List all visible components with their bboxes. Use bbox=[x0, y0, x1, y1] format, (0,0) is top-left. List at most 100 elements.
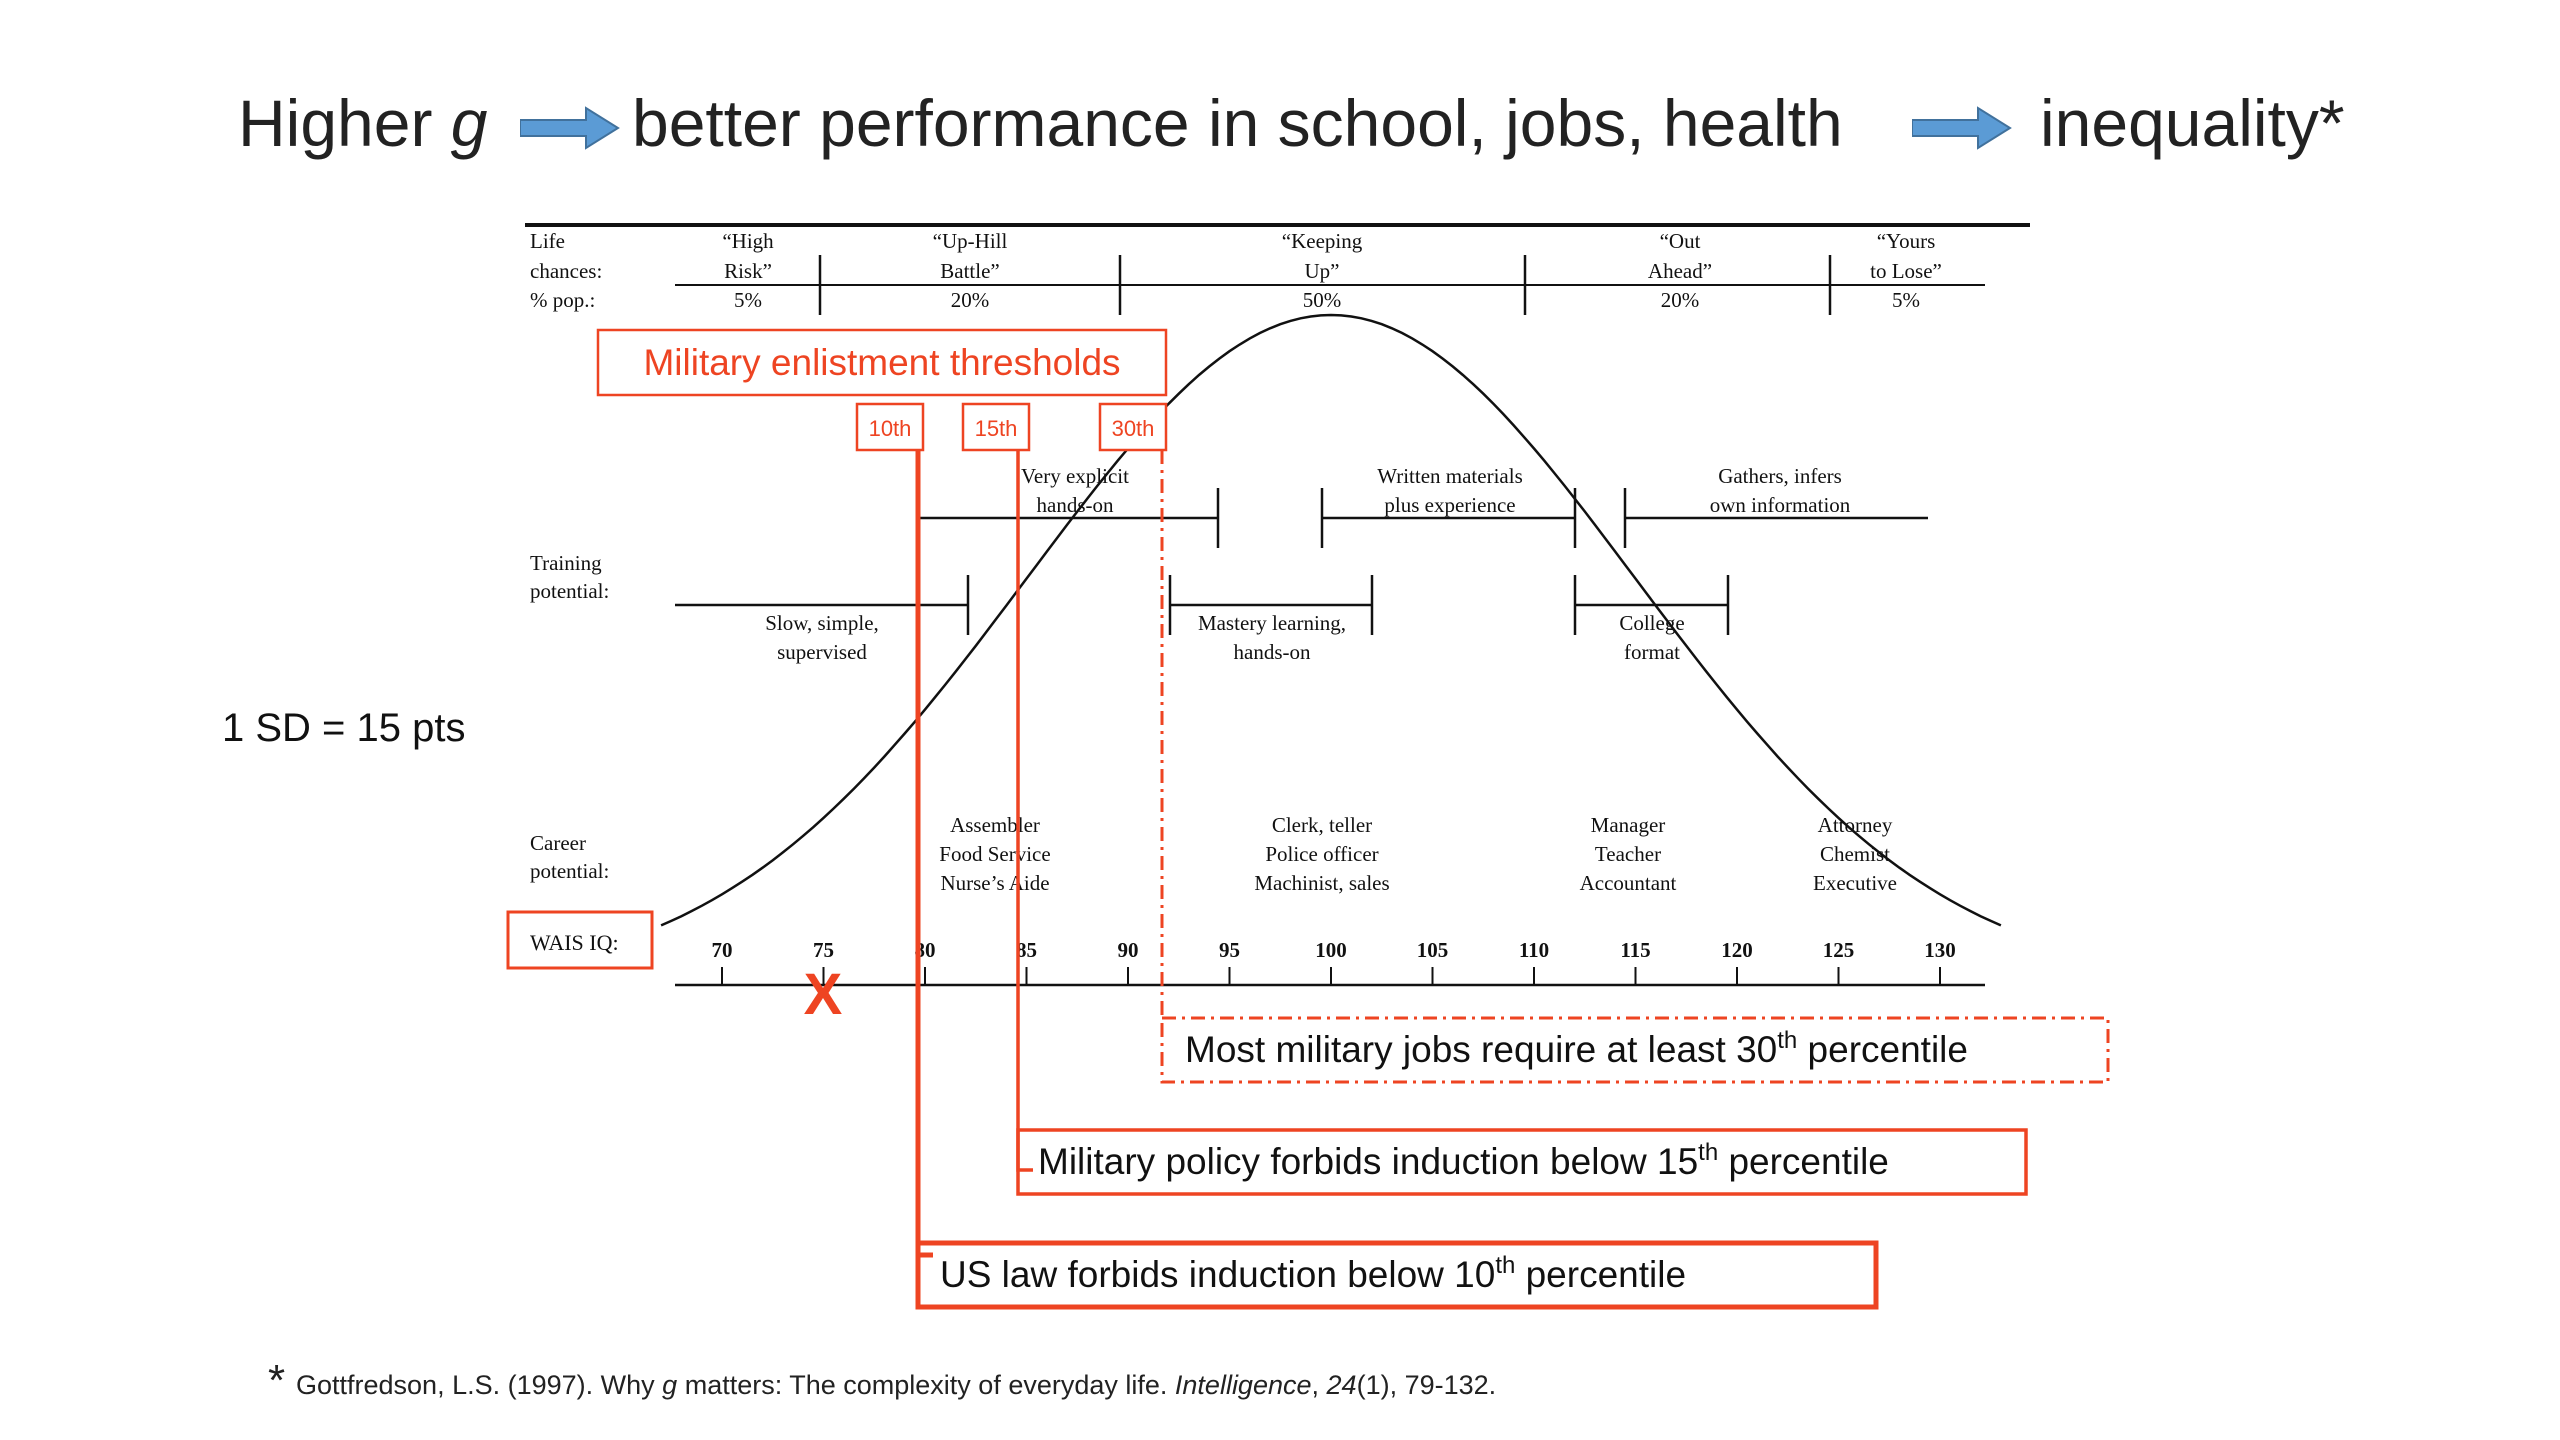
svg-text:own information: own information bbox=[1710, 493, 1851, 517]
iq-ticks: 70 75 80 85 90 95 100 105 110 115 120 125 130 bbox=[712, 938, 1956, 985]
svg-text:to Lose”: to Lose” bbox=[1870, 259, 1942, 283]
p15-tag bbox=[961, 402, 1031, 452]
svg-text:20%: 20% bbox=[1661, 288, 1700, 312]
iq-tick-label: 120 bbox=[1721, 938, 1753, 962]
svg-text:Up”: Up” bbox=[1305, 259, 1340, 283]
life-chance-keeping-up: “Keeping Up” 50% bbox=[1282, 229, 1363, 312]
life-chances-label: Life chances: % pop.: bbox=[530, 229, 602, 312]
svg-text:“Keeping: “Keeping bbox=[1282, 229, 1363, 253]
sd-note: 1 SD = 15 pts bbox=[222, 706, 466, 750]
svg-text:“High: “High bbox=[722, 229, 774, 253]
wais-iq-label: WAIS IQ: bbox=[530, 930, 619, 955]
svg-text:5%: 5% bbox=[734, 288, 762, 312]
svg-text:Career: Career bbox=[530, 831, 586, 855]
svg-text:“Out: “Out bbox=[1660, 229, 1701, 253]
title-g-variable: g bbox=[450, 86, 488, 160]
svg-text:Gathers, infers: Gathers, infers bbox=[1718, 464, 1842, 488]
footnote-citation: * Gottfredson, L.S. (1997). Why g matter… bbox=[268, 1356, 1497, 1405]
career-potential-label: Career potential: bbox=[530, 831, 609, 883]
svg-text:supervised: supervised bbox=[777, 640, 867, 664]
svg-text:chances:: chances: bbox=[530, 259, 602, 283]
svg-text:Ahead”: Ahead” bbox=[1648, 259, 1712, 283]
title-part-1: Higher g bbox=[238, 86, 488, 160]
svg-text:Battle”: Battle” bbox=[940, 259, 999, 283]
iq-tick-label: 105 bbox=[1417, 938, 1449, 962]
svg-text:potential:: potential: bbox=[530, 579, 609, 603]
svg-text:Food Service: Food Service bbox=[939, 842, 1050, 866]
svg-text:Mastery learning,: Mastery learning, bbox=[1198, 611, 1346, 635]
iq-tick-label: 110 bbox=[1519, 938, 1549, 962]
svg-text:% pop.:: % pop.: bbox=[530, 288, 595, 312]
svg-text:Accountant: Accountant bbox=[1580, 871, 1677, 895]
svg-text:50%: 50% bbox=[1303, 288, 1342, 312]
title-part-3: inequality* bbox=[2040, 86, 2345, 160]
svg-text:hands-on: hands-on bbox=[1037, 493, 1114, 517]
svg-text:Chemist: Chemist bbox=[1820, 842, 1890, 866]
training-potential-label: Training potential: bbox=[530, 551, 609, 603]
life-chance-high-risk: “High Risk” 5% bbox=[722, 229, 774, 312]
svg-text:Nurse’s Aide: Nurse’s Aide bbox=[940, 871, 1049, 895]
box-15th-percentile bbox=[1016, 1128, 2028, 1196]
box-10th-percentile bbox=[915, 1240, 1879, 1310]
p15-connector bbox=[1016, 450, 1033, 1172]
box-30th-percentile bbox=[1160, 1016, 2110, 1084]
iq-tick-label: 95 bbox=[1219, 938, 1240, 962]
svg-text:Executive: Executive bbox=[1813, 871, 1897, 895]
right-arrow-icon bbox=[1912, 106, 2012, 150]
svg-text:Assembler: Assembler bbox=[950, 813, 1040, 837]
svg-text:Slow, simple,: Slow, simple, bbox=[765, 611, 879, 635]
career-attorney: Attorney Chemist Executive bbox=[1813, 813, 1897, 895]
life-chance-out-ahead: “Out Ahead” 20% bbox=[1648, 229, 1712, 312]
svg-text:Written materials: Written materials bbox=[1377, 464, 1523, 488]
svg-text:Very explicit: Very explicit bbox=[1021, 464, 1129, 488]
slide-title: Higher g better performance in school, j… bbox=[0, 78, 2560, 168]
p10-connector bbox=[915, 450, 933, 1258]
training-gathers-infers: Gathers, infers own information bbox=[1710, 464, 1851, 517]
iq-tick-label: 125 bbox=[1823, 938, 1855, 962]
life-chance-up-hill-battle: “Up-Hill Battle” 20% bbox=[933, 229, 1008, 312]
iq-tick-label: 100 bbox=[1315, 938, 1347, 962]
svg-text:format: format bbox=[1624, 640, 1680, 664]
svg-text:Machinist, sales: Machinist, sales bbox=[1254, 871, 1389, 895]
iq-tick-label: 85 bbox=[1016, 938, 1037, 962]
career-assembler: Assembler Food Service Nurse’s Aide bbox=[939, 813, 1050, 895]
training-mastery-learning: Mastery learning, hands-on bbox=[1198, 611, 1346, 664]
iq-tick-label: 130 bbox=[1924, 938, 1956, 962]
box-30th-text: Most military jobs require at least 30th… bbox=[1185, 1027, 1968, 1070]
wais-iq-label-box bbox=[506, 910, 654, 970]
career-manager: Manager Teacher Accountant bbox=[1580, 813, 1677, 895]
iq-tick-label: 75 bbox=[813, 938, 834, 962]
svg-text:Life: Life bbox=[530, 229, 565, 253]
svg-text:Risk”: Risk” bbox=[724, 259, 772, 283]
title-part-2: better performance in school, jobs, heal… bbox=[632, 86, 1843, 160]
svg-text:15th: 15th bbox=[975, 416, 1018, 441]
svg-text:Attorney: Attorney bbox=[1818, 813, 1893, 837]
svg-text:10th: 10th bbox=[869, 416, 912, 441]
svg-text:“Up-Hill: “Up-Hill bbox=[933, 229, 1008, 253]
svg-text:plus experience: plus experience bbox=[1384, 493, 1515, 517]
svg-text:hands-on: hands-on bbox=[1234, 640, 1311, 664]
svg-text:Training: Training bbox=[530, 551, 602, 575]
svg-text:potential:: potential: bbox=[530, 859, 609, 883]
svg-text:Manager: Manager bbox=[1591, 813, 1666, 837]
iq-tick-label: 115 bbox=[1620, 938, 1650, 962]
career-clerk: Clerk, teller Police officer Machinist, … bbox=[1254, 813, 1389, 895]
training-slow-simple: Slow, simple, supervised bbox=[765, 611, 879, 664]
iq-tick-label: 90 bbox=[1118, 938, 1139, 962]
svg-text:5%: 5% bbox=[1892, 288, 1920, 312]
normal-curve bbox=[660, 313, 2002, 927]
svg-text:“Yours: “Yours bbox=[1877, 229, 1936, 253]
enlistment-title: Military enlistment thresholds bbox=[643, 342, 1120, 383]
training-very-explicit: Very explicit hands-on bbox=[1021, 464, 1129, 517]
training-written-materials: Written materials plus experience bbox=[1377, 464, 1523, 517]
training-college-format: College format bbox=[1619, 611, 1684, 664]
iq-tick-label: 70 bbox=[712, 938, 733, 962]
box-10th-text: US law forbids induction below 10th perc… bbox=[940, 1252, 1686, 1295]
p30-tag bbox=[1098, 402, 1168, 452]
enlistment-title-box bbox=[596, 328, 1168, 397]
svg-text:20%: 20% bbox=[951, 288, 990, 312]
box-15th-text: Military policy forbids induction below … bbox=[1038, 1139, 1889, 1182]
svg-text:Police officer: Police officer bbox=[1265, 842, 1378, 866]
p10-tag bbox=[855, 402, 925, 452]
